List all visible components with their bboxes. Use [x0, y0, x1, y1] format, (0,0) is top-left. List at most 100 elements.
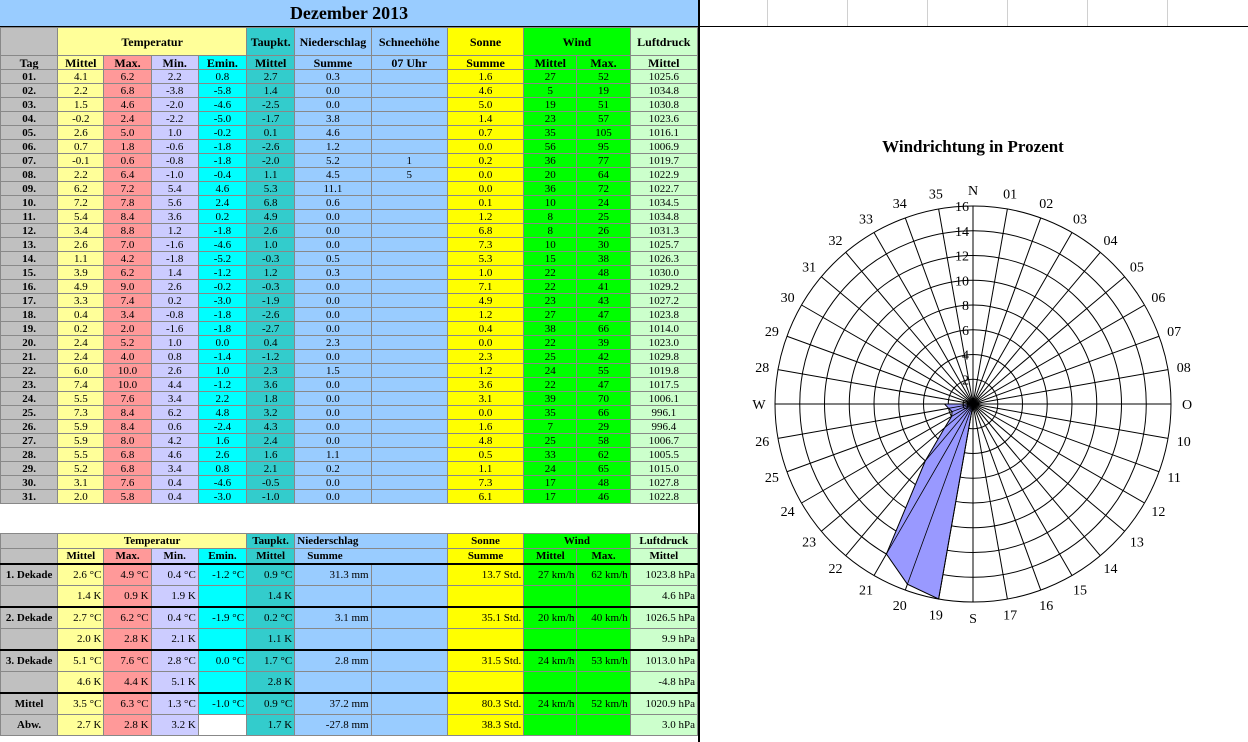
- cell-wmax: 24: [576, 195, 631, 210]
- cell-emin: -4.6: [197, 97, 248, 112]
- cell-emin: -1.8: [197, 307, 248, 322]
- cell-wmax: 25: [576, 209, 631, 224]
- cell-wmittel: 23: [523, 293, 578, 308]
- cell-min: -0.6: [150, 139, 199, 154]
- cell-luft: 1019.8: [629, 363, 699, 378]
- cell-taupkt: 1.8: [246, 391, 296, 406]
- cell-wmax: 48: [576, 265, 631, 280]
- cell-wmittel: 25: [523, 349, 578, 364]
- cell-nieder: 0.3: [294, 69, 372, 84]
- cell-tag: 29.: [0, 461, 59, 476]
- summary-cell-wmittel: 20 km/h: [523, 606, 578, 629]
- summary-cell-taupkt: 1.7 K: [246, 714, 296, 736]
- cell-taupkt: 3.2: [246, 405, 296, 420]
- cell-nieder: 0.0: [294, 209, 372, 224]
- cell-luft: 1016.1: [629, 125, 699, 140]
- cell-luft: 1023.8: [629, 307, 699, 322]
- cell-taupkt: -2.6: [246, 307, 296, 322]
- cell-wmax: 105: [576, 125, 631, 140]
- summary-sub-sonne-summe: Summe: [446, 548, 525, 565]
- cell-sonne: 0.4: [446, 321, 525, 336]
- direction-label: 22: [828, 562, 842, 577]
- summary-cell-taupkt: 0.9 °C: [246, 563, 296, 586]
- direction-label: 28: [755, 361, 769, 376]
- cell-emin: -3.0: [197, 293, 248, 308]
- cell-emin: -5.2: [197, 251, 248, 266]
- table-row: 22. 6.0 10.0 2.6 1.0 2.3 1.5 1.2 24 55 1019.8: [0, 363, 699, 378]
- cell-luft: 1031.3: [629, 223, 699, 238]
- cell-luft: 1027.8: [629, 475, 699, 490]
- grid-spoke: [972, 276, 1125, 405]
- cell-taupkt: 2.1: [246, 461, 296, 476]
- cell-sonne: 5.0: [446, 97, 525, 112]
- summary-cell-emin: [197, 671, 248, 694]
- cell-nieder: 0.0: [294, 293, 372, 308]
- cell-luft: 1023.6: [629, 111, 699, 126]
- summary-cell-wmittel: [523, 714, 578, 736]
- cell-wmax: 66: [576, 405, 631, 420]
- summary-cell-min: 5.1 K: [150, 671, 199, 694]
- grid-spoke: [972, 403, 1169, 439]
- cell-luft: 1029.8: [629, 349, 699, 364]
- cell-taupkt: 6.8: [246, 195, 296, 210]
- summary-row: Mittel 3.5 °C 6.3 °C 1.3 °C -1.0 °C 0.9 °C 37.…: [0, 692, 699, 715]
- grid-spoke: [972, 217, 1042, 405]
- header-luftdruck: Luftdruck: [629, 27, 699, 56]
- cell-sonne: 4.6: [446, 83, 525, 98]
- cell-taupkt: -1.2: [246, 349, 296, 364]
- header-niederschlag: Niederschlag: [294, 27, 372, 56]
- cell-sonne: 0.5: [446, 447, 525, 462]
- radial-tick-label: 4: [962, 349, 969, 364]
- summary-cell-wmittel: [523, 585, 578, 608]
- cell-luft: 1025.6: [629, 69, 699, 84]
- grid-spoke: [972, 208, 1008, 405]
- cell-nieder: 0.3: [294, 265, 372, 280]
- direction-label: 31: [802, 260, 816, 275]
- cell-taupkt: 2.4: [246, 433, 296, 448]
- table-row: 25. 7.3 8.4 6.2 4.8 3.2 0.0 0.0 35 66 996.1: [0, 405, 699, 420]
- summary-cell-wmax: [576, 628, 631, 651]
- radial-tick-label: 0: [962, 398, 969, 413]
- cell-taupkt: 4.3: [246, 419, 296, 434]
- cell-emin: -5.0: [197, 111, 248, 126]
- cell-wmax: 72: [576, 181, 631, 196]
- summary-cell-min: 1.3 °C: [150, 692, 199, 715]
- summary-row: 3. Dekade 5.1 °C 7.6 °C 2.8 °C 0.0 °C 1.7 °C 2…: [0, 649, 699, 672]
- cell-min: 5.4: [150, 181, 199, 196]
- cell-schnee: [370, 139, 448, 154]
- summary-sub-max: Max.: [103, 548, 152, 565]
- summary-cell-max: 4.4 K: [103, 671, 152, 694]
- subheader-taupkt-mittel: Mittel: [246, 55, 296, 70]
- cell-nieder: 0.6: [294, 195, 372, 210]
- summary-cell-emin: -1.2 °C: [197, 563, 248, 586]
- cell-luft: 1029.2: [629, 279, 699, 294]
- cell-max: 3.4: [103, 307, 152, 322]
- cell-wmax: 48: [576, 475, 631, 490]
- summary-cell-emin: [197, 714, 248, 736]
- grid-spoke: [972, 403, 1101, 556]
- cell-taupkt: -2.0: [246, 153, 296, 168]
- table-row: 23. 7.4 10.0 4.4 -1.2 3.6 0.0 3.6 22 47 1017.5: [0, 377, 699, 392]
- direction-label: 06: [1151, 291, 1165, 306]
- summary-cell-luft: 4.6 hPa: [629, 585, 699, 608]
- cell-sonne: 6.1: [446, 489, 525, 504]
- summary-cell-min: 2.1 K: [150, 628, 199, 651]
- cell-wmittel: 22: [523, 265, 578, 280]
- subheader-summe: Summe: [294, 55, 372, 70]
- cell-taupkt: 5.3: [246, 181, 296, 196]
- summary-sub-luft-mittel: Mittel: [629, 548, 699, 565]
- cell-taupkt: -2.6: [246, 139, 296, 154]
- direction-label: 30: [781, 291, 795, 306]
- table-row: 14. 1.1 4.2 -1.8 -5.2 -0.3 0.5 5.3 15 38 1026.3: [0, 251, 699, 266]
- cell-max: 6.8: [103, 461, 152, 476]
- cell-luft: 1027.2: [629, 293, 699, 308]
- cell-mittel: 2.4: [57, 335, 105, 350]
- summary-cell-luft: 1020.9 hPa: [629, 692, 699, 715]
- cell-tag: 22.: [0, 363, 59, 378]
- cell-max: 6.8: [103, 447, 152, 462]
- cell-max: 6.2: [103, 265, 152, 280]
- direction-label: 02: [1039, 197, 1053, 212]
- cell-taupkt: 0.1: [246, 125, 296, 140]
- cell-schnee: [370, 279, 448, 294]
- table-row: 16. 4.9 9.0 2.6 -0.2 -0.3 0.0 7.1 22 41 1029.2: [0, 279, 699, 294]
